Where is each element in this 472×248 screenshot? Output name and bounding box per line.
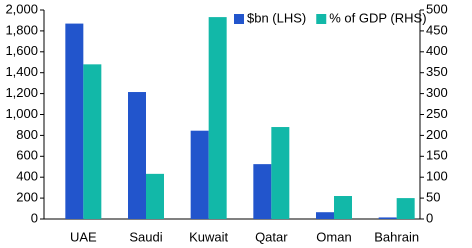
bar [128,92,146,219]
y-tick-label: 2,000 [5,1,38,16]
bar [65,23,84,220]
y-tick-label: 800 [16,127,38,142]
legend-label: $bn (LHS) [247,10,306,25]
y-tick-label: 1,400 [5,64,38,79]
bar [378,217,397,219]
bar [190,130,209,219]
bar [208,17,227,219]
y2-tick-label: 150 [426,148,448,163]
y-tick-label: 1,000 [5,106,38,121]
x-tick-label: Kuwait [189,229,228,244]
bar [334,196,352,219]
bar [253,164,272,219]
y2-tick-label: 350 [426,64,448,79]
bar [83,64,102,219]
x-tick-label: Bahrain [374,229,419,244]
y-tick-label: 0 [31,210,38,225]
y2-tick-label: 400 [426,43,448,58]
y2-tick-label: 200 [426,127,448,142]
legend-swatch [234,14,244,24]
legend-label: % of GDP (RHS) [329,10,426,25]
y2-tick-label: 50 [426,190,440,205]
y2-tick-label: 450 [426,22,448,37]
y-tick-label: 1,200 [5,85,38,100]
y-tick-label: 1,800 [5,22,38,37]
x-tick-label: Qatar [255,229,288,244]
bar [396,198,415,219]
bar [316,212,334,219]
bar [146,173,164,219]
y2-tick-label: 100 [426,169,448,184]
x-tick-label: UAE [70,229,97,244]
y-tick-label: 400 [16,169,38,184]
bar [271,127,290,219]
x-tick-label: Oman [316,229,351,244]
y-tick-label: 200 [16,190,38,205]
y-tick-label: 600 [16,148,38,163]
x-tick-label: Saudi [129,229,162,244]
y-tick-label: 1,600 [5,43,38,58]
y2-tick-label: 300 [426,85,448,100]
y2-tick-label: 500 [426,1,448,16]
legend-swatch [316,14,327,24]
y2-tick-label: 250 [426,106,448,121]
y2-tick-label: 0 [426,210,433,225]
